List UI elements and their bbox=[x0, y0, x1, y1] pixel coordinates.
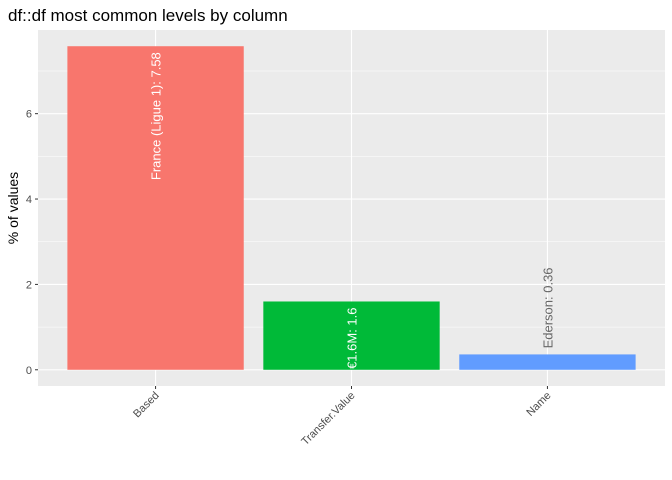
chart-title: df::df most common levels by column bbox=[8, 6, 288, 25]
y-tick-label: 2 bbox=[26, 279, 32, 291]
bar bbox=[459, 354, 636, 370]
y-tick-label: 6 bbox=[26, 109, 32, 121]
bars bbox=[67, 46, 636, 370]
y-axis-title: % of values bbox=[5, 172, 21, 244]
bar-label: Ederson: 0.36 bbox=[540, 267, 555, 348]
y-axis: 0 2 4 6 bbox=[26, 109, 38, 377]
x-tick-label: Based bbox=[131, 390, 162, 421]
bar-labels: France (Ligue 1): 7.58 €1.6M: 1.6 Ederson:… bbox=[149, 52, 556, 369]
bar-label: €1.6M: 1.6 bbox=[345, 307, 360, 368]
y-tick-label: 4 bbox=[26, 194, 32, 206]
x-axis: Based Transfer.Value Name bbox=[131, 386, 554, 448]
y-tick-label: 0 bbox=[26, 365, 32, 377]
x-tick-label: Transfer.Value bbox=[299, 390, 357, 448]
bar bbox=[263, 301, 440, 370]
bar bbox=[67, 46, 244, 370]
x-tick-label: Name bbox=[524, 390, 553, 419]
bar-label: France (Ligue 1): 7.58 bbox=[149, 52, 164, 180]
